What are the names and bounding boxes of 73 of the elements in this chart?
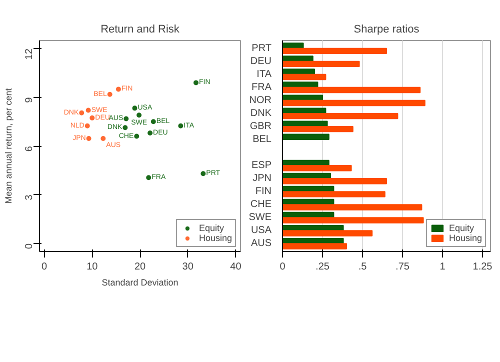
bar xyxy=(282,86,421,94)
point xyxy=(86,108,91,113)
y-tick-label: DNK xyxy=(250,108,272,119)
y-tick-label: USA xyxy=(250,225,272,236)
bar xyxy=(282,191,386,198)
y-tick-label: GBR xyxy=(250,120,272,132)
point xyxy=(200,171,206,176)
bar xyxy=(282,204,422,210)
bar xyxy=(282,126,354,132)
legend-label: Housing xyxy=(448,233,482,243)
legend-label: Housing xyxy=(198,233,232,243)
y-axis-title: Mean annual return, per cent xyxy=(4,88,14,204)
point xyxy=(79,110,84,116)
bar xyxy=(282,217,424,224)
x-tick-label: .5 xyxy=(358,262,368,272)
x-tick-label: .75 xyxy=(396,262,410,272)
x-tick-label: 1 xyxy=(440,262,446,272)
y-tick-label: PRT xyxy=(252,42,272,54)
y-tick-label: ESP xyxy=(251,160,272,172)
y-tick-label: JPN xyxy=(252,173,272,184)
bar xyxy=(282,134,330,140)
point xyxy=(136,112,142,118)
y-tick-label: FRA xyxy=(252,82,272,93)
point xyxy=(132,106,138,111)
chart-title: Sharpe ratios xyxy=(354,24,420,36)
point xyxy=(100,136,106,142)
point xyxy=(84,123,90,128)
y-tick-label: 9 xyxy=(24,96,35,103)
legend-label: Equity xyxy=(198,223,224,233)
bar xyxy=(282,230,373,236)
point xyxy=(148,130,153,136)
point xyxy=(193,80,198,86)
bar xyxy=(282,48,387,54)
x-tick-label: .25 xyxy=(316,262,330,272)
bar xyxy=(282,112,398,120)
x-tick-label: 30 xyxy=(182,262,194,272)
bar xyxy=(282,243,347,250)
bar xyxy=(282,74,326,80)
bar xyxy=(282,165,352,172)
x-tick-label: 10 xyxy=(86,262,98,272)
y-tick-label: SWE xyxy=(248,212,272,224)
chart-title: Return and Risk xyxy=(100,24,180,36)
point xyxy=(116,86,121,92)
y-tick-label: BEL xyxy=(252,134,272,145)
x-tick-label: 0 xyxy=(280,262,286,272)
x-tick-label: 0 xyxy=(42,262,48,272)
bar xyxy=(282,60,360,68)
point xyxy=(124,116,129,122)
x-tick-label: 40 xyxy=(230,262,242,272)
point xyxy=(134,134,140,139)
bar xyxy=(282,100,426,106)
y-tick-label: NOR xyxy=(249,94,272,106)
y-tick-label: 0 xyxy=(24,242,35,249)
y-tick-label: FIN xyxy=(255,186,272,198)
y-tick-label: AUS xyxy=(250,238,272,250)
point xyxy=(90,115,95,120)
y-tick-label: DEU xyxy=(250,56,272,67)
point xyxy=(122,125,128,130)
y-tick-label: 12 xyxy=(24,48,35,60)
y-tick-label: 6 xyxy=(24,146,35,152)
point xyxy=(107,92,112,97)
point xyxy=(150,119,156,124)
y-tick-label: CHE xyxy=(250,199,272,210)
x-tick-label: 20 xyxy=(134,262,146,272)
point xyxy=(178,123,184,128)
x-axis-title: Standard Deviation xyxy=(102,278,178,288)
x-tick-label: 1.25 xyxy=(472,262,493,272)
y-tick-label: ITA xyxy=(256,68,272,80)
point xyxy=(146,175,152,180)
y-tick-label: 3 xyxy=(24,194,35,200)
bar xyxy=(282,178,387,184)
point xyxy=(86,136,92,142)
legend-label: Equity xyxy=(448,223,474,233)
